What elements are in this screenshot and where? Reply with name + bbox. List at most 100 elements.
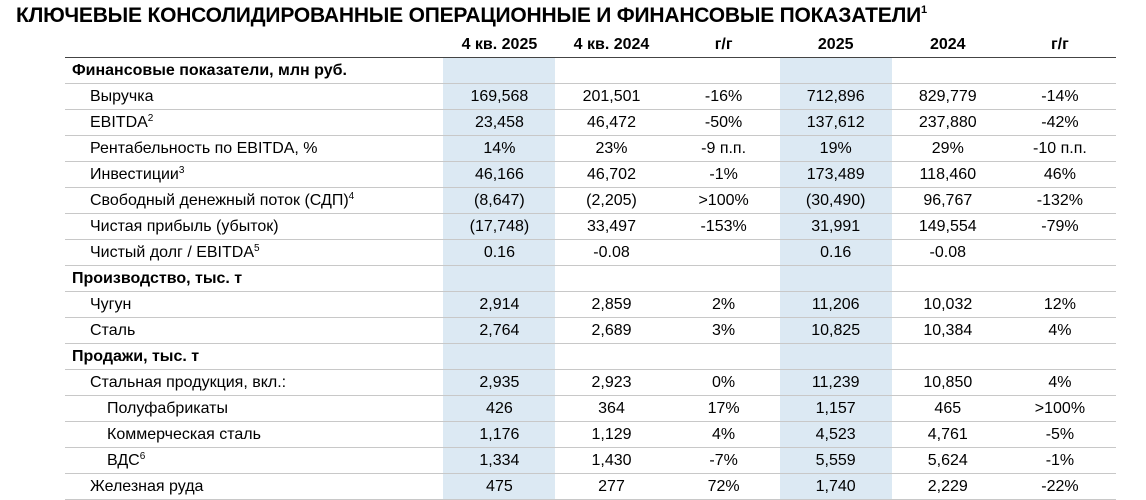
empty-cell xyxy=(555,265,668,292)
title-note: 1 xyxy=(921,4,927,16)
label-text: ВДС xyxy=(107,451,140,469)
empty-cell xyxy=(779,343,892,370)
value-cell: 4% xyxy=(1003,317,1116,344)
value-cell: -153% xyxy=(667,213,780,240)
empty-cell xyxy=(1003,57,1116,84)
empty-cell xyxy=(555,343,668,370)
data-row: Чистая прибыль (убыток) (17,748) 33,497 -15… xyxy=(65,213,1116,240)
value-cell: 10,850 xyxy=(891,369,1004,396)
value-cell: -79% xyxy=(1003,213,1116,240)
value-cell: -0.08 xyxy=(891,239,1004,266)
row-label: EBITDA2 xyxy=(65,109,444,136)
empty-cell xyxy=(667,57,780,84)
value-cell: 2,914 xyxy=(443,291,556,318)
value-cell: -132% xyxy=(1003,187,1116,214)
row-label: Сталь xyxy=(65,317,444,344)
section-row: Финансовые показатели, млн руб. xyxy=(65,57,1116,84)
value-cell: (17,748) xyxy=(443,213,556,240)
column-header: 2024 xyxy=(891,33,1004,58)
footnote-mark: 4 xyxy=(348,190,355,202)
value-cell: (8,647) xyxy=(443,187,556,214)
row-label: Чистый долг / EBITDA5 xyxy=(65,239,444,266)
row-label: Выручка xyxy=(65,83,444,110)
column-header: 4 кв. 2025 xyxy=(443,33,556,58)
empty-cell xyxy=(443,265,556,292)
value-cell: 4,523 xyxy=(779,421,892,448)
value-cell: 10,032 xyxy=(891,291,1004,318)
value-cell: 173,489 xyxy=(779,161,892,188)
value-cell: 1,157 xyxy=(779,395,892,422)
value-cell: 10,825 xyxy=(779,317,892,344)
value-cell: 11,239 xyxy=(779,369,892,396)
column-header: 4 кв. 2024 xyxy=(555,33,668,58)
value-cell: 829,779 xyxy=(891,83,1004,110)
row-label: ВДС6 xyxy=(65,447,444,474)
section-title: Продажи, тыс. т xyxy=(65,343,444,370)
label-text: Железная руда xyxy=(90,477,204,495)
label-text: Полуфабрикаты xyxy=(107,399,228,417)
column-header: 2025 xyxy=(779,33,892,58)
label-text: Сталь xyxy=(90,321,136,339)
row-label: Коммерческая сталь xyxy=(65,421,444,448)
value-cell: 1,129 xyxy=(555,421,668,448)
empty-cell xyxy=(1003,265,1116,292)
column-header: г/г xyxy=(1003,33,1116,58)
indicators-table: 4 кв. 2025 4 кв. 2024 г/г 2025 2024 г/г Финан… xyxy=(65,33,1116,500)
value-cell: -1% xyxy=(1003,447,1116,474)
data-row: Полуфабрикаты 426 364 17% 1,157 465 >100% xyxy=(65,395,1116,422)
value-cell: 19% xyxy=(779,135,892,162)
value-cell: 0% xyxy=(667,369,780,396)
footnote-mark: 6 xyxy=(139,450,146,462)
empty-cell xyxy=(667,265,780,292)
section-row: Продажи, тыс. т xyxy=(65,343,1116,370)
value-cell: 5,624 xyxy=(891,447,1004,474)
value-cell: 12% xyxy=(1003,291,1116,318)
value-cell: 2,689 xyxy=(555,317,668,344)
value-cell: 46,702 xyxy=(555,161,668,188)
empty-cell xyxy=(891,343,1004,370)
value-cell: 72% xyxy=(667,473,780,500)
label-text: Чистая прибыль (убыток) xyxy=(90,217,279,235)
data-row: Выручка 169,568 201,501 -16% 712,896 829,779-… xyxy=(65,83,1116,110)
value-cell: 1,334 xyxy=(443,447,556,474)
value-cell: 3% xyxy=(667,317,780,344)
row-label: Рентабельность по EBITDA, % xyxy=(65,135,444,162)
empty-cell xyxy=(891,265,1004,292)
data-row: Коммерческая сталь 1,176 1,129 4% 4,523 4,761… xyxy=(65,421,1116,448)
label-text: Коммерческая сталь xyxy=(107,425,261,443)
value-cell: 14% xyxy=(443,135,556,162)
empty-cell xyxy=(443,57,556,84)
header-row: 4 кв. 2025 4 кв. 2024 г/г 2025 2024 г/г xyxy=(65,33,1116,58)
data-row: Чугун 2,914 2,859 2% 11,206 10,032 12% xyxy=(65,291,1116,318)
label-text: Стальная продукция, вкл.: xyxy=(90,373,287,391)
label-text: Чугун xyxy=(90,295,132,313)
value-cell xyxy=(667,239,780,266)
row-label: Чугун xyxy=(65,291,444,318)
row-label: Полуфабрикаты xyxy=(65,395,444,422)
value-cell: -22% xyxy=(1003,473,1116,500)
value-cell: -16% xyxy=(667,83,780,110)
title-text: КЛЮЧЕВЫЕ КОНСОЛИДИРОВАННЫЕ ОПЕРАЦИОННЫЕ … xyxy=(16,4,921,27)
footnote-mark: 5 xyxy=(254,242,260,254)
value-cell: 2% xyxy=(667,291,780,318)
value-cell: 33,497 xyxy=(555,213,668,240)
value-cell: 1,740 xyxy=(779,473,892,500)
data-row: Железная руда 475 277 72% 1,740 2,229 -22% xyxy=(65,473,1116,500)
value-cell: 2,764 xyxy=(443,317,556,344)
value-cell: -50% xyxy=(667,109,780,136)
value-cell: 364 xyxy=(555,395,668,422)
value-cell: (2,205) xyxy=(555,187,668,214)
data-row: Сталь 2,764 2,689 3% 10,825 10,384 4% xyxy=(65,317,1116,344)
value-cell: -0.08 xyxy=(555,239,668,266)
section-title: Производство, тыс. т xyxy=(65,265,444,292)
value-cell: (30,490) xyxy=(779,187,892,214)
value-cell: -42% xyxy=(1003,109,1116,136)
label-text: Выручка xyxy=(90,87,154,105)
value-cell: 0.16 xyxy=(443,239,556,266)
label-text: EBITDA xyxy=(90,113,148,131)
value-cell: 96,767 xyxy=(891,187,1004,214)
value-cell: 11,206 xyxy=(779,291,892,318)
data-row: Свободный денежный поток (СДП)4 (8,647) (2… xyxy=(65,187,1116,214)
empty-cell xyxy=(891,57,1004,84)
page-title: КЛЮЧЕВЫЕ КОНСОЛИДИРОВАННЫЕ ОПЕРАЦИОННЫЕ … xyxy=(16,4,927,28)
